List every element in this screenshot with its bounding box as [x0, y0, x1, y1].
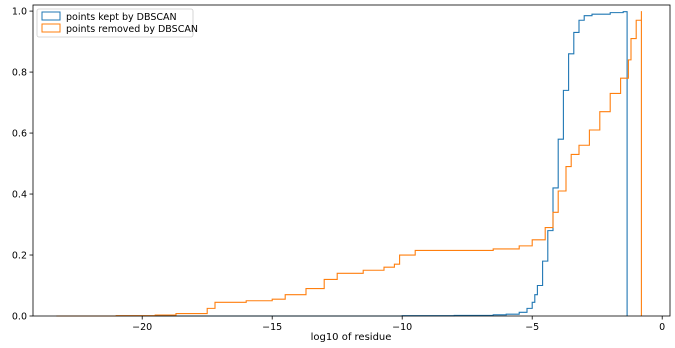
y-tick-label: 1.0 — [12, 7, 27, 18]
plot-frame — [32, 4, 671, 317]
legend-label-kept: points kept by DBSCAN — [66, 12, 177, 23]
x-tick-label: −10 — [392, 322, 412, 333]
legend-box — [36, 8, 194, 38]
x-tick-label: −5 — [525, 322, 539, 333]
y-tick-label: 0.6 — [12, 129, 27, 140]
x-tick-label: −15 — [262, 322, 282, 333]
y-tick-label: 0.8 — [12, 68, 27, 79]
series-layer — [56, 11, 642, 317]
x-axis: −20 −15 −10 −5 0 — [132, 316, 665, 333]
y-tick-label: 0.0 — [12, 312, 27, 323]
series-line-1 — [56, 11, 642, 317]
x-tick-label: 0 — [659, 322, 665, 333]
x-axis-label: log10 of residue — [311, 332, 392, 343]
y-tick-label: 0.2 — [12, 251, 27, 262]
series-line-0 — [56, 11, 628, 317]
legend-label-removed: points removed by DBSCAN — [66, 24, 198, 35]
x-tick-label: −20 — [132, 322, 152, 333]
y-axis: 0.0 0.2 0.4 0.6 0.8 1.0 — [12, 7, 33, 323]
legend-swatch-kept — [41, 11, 61, 21]
legend-swatch-removed — [41, 23, 61, 33]
legend: points kept by DBSCAN points removed by … — [36, 8, 198, 38]
y-tick-label: 0.4 — [12, 190, 27, 201]
